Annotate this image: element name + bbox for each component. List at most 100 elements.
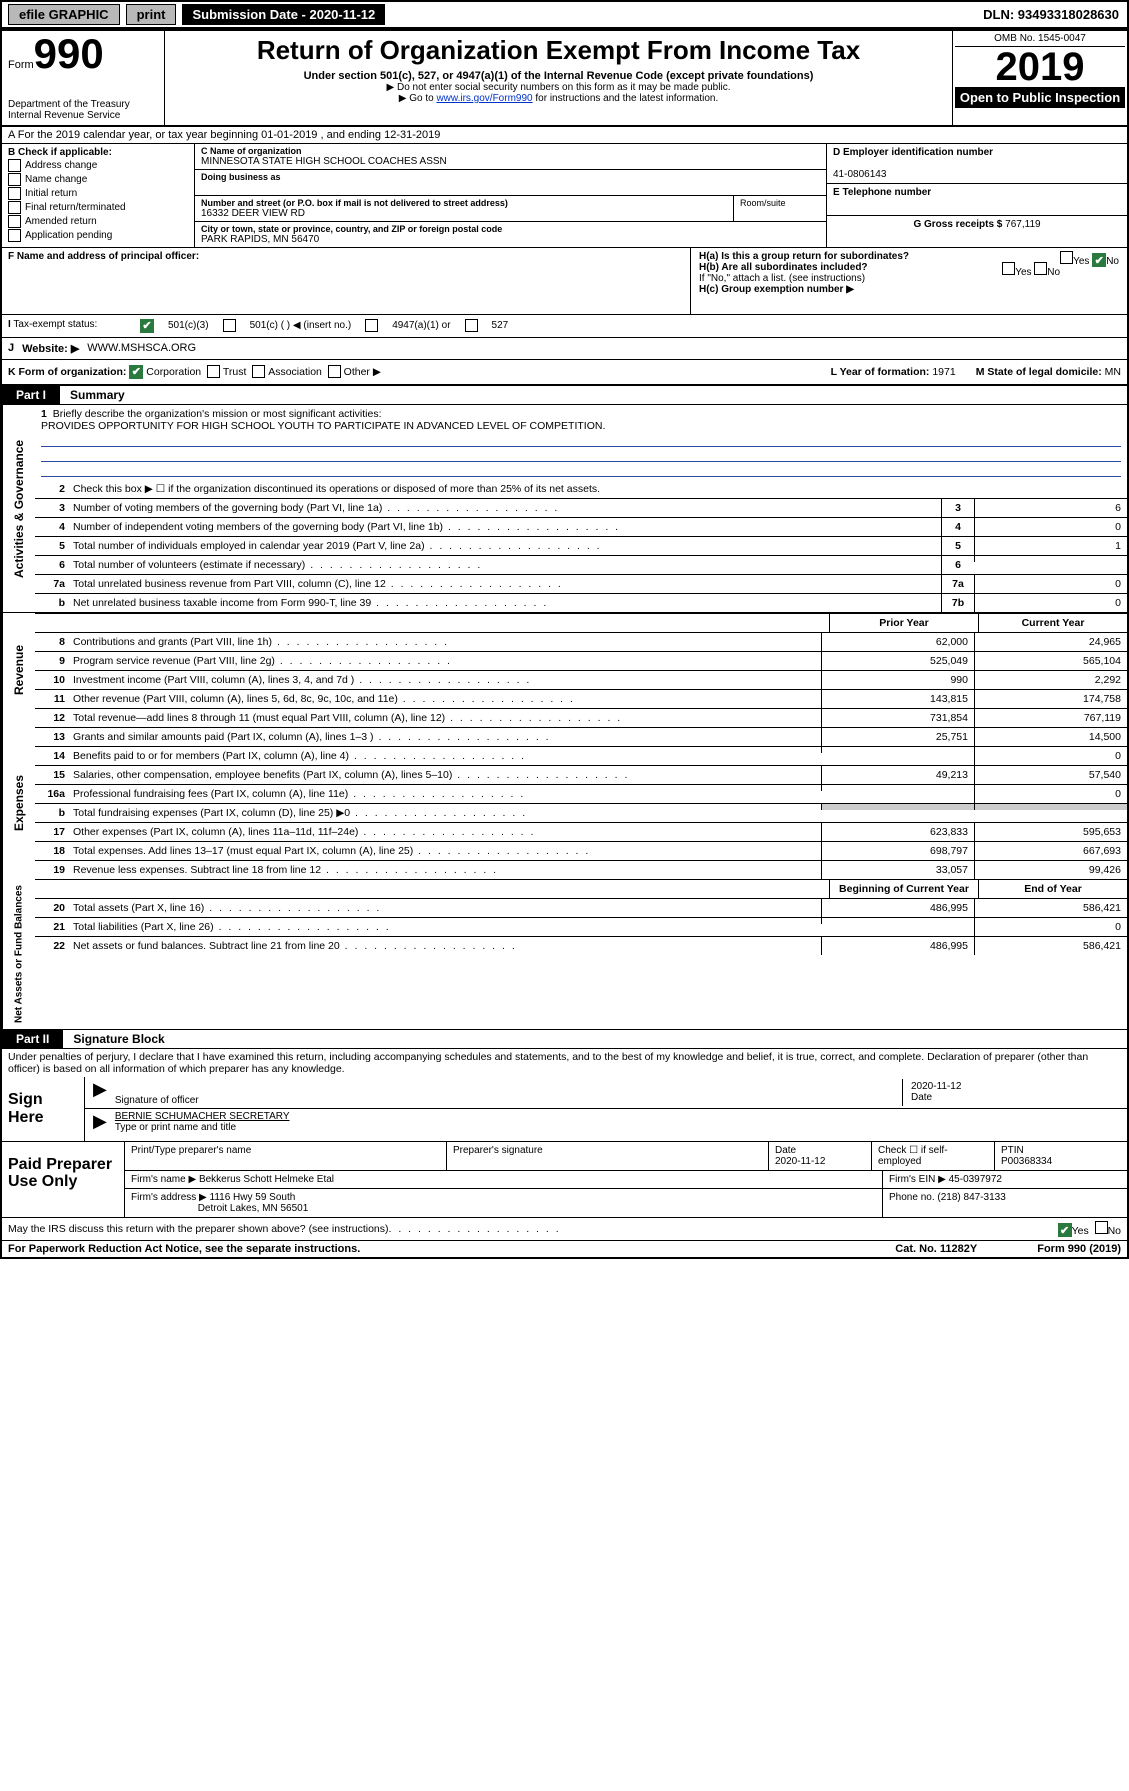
ptin: P00368334 — [1001, 1156, 1052, 1167]
hb-no[interactable] — [1034, 262, 1047, 275]
part-ii-bar: Part II — [2, 1030, 63, 1048]
col-prior-year: Prior Year — [829, 614, 978, 632]
part-i-title: Summary — [60, 388, 125, 402]
sidetab-revenue: Revenue — [2, 613, 35, 727]
sidetab-expenses: Expenses — [2, 727, 35, 879]
table-row: 11Other revenue (Part VIII, column (A), … — [35, 689, 1127, 708]
chk-pending[interactable] — [8, 229, 21, 242]
ha-no[interactable]: ✔ — [1092, 253, 1106, 267]
table-row: 4Number of independent voting members of… — [35, 517, 1127, 536]
ssn-note: ▶ Do not enter social security numbers o… — [171, 82, 946, 93]
table-row: 19Revenue less expenses. Subtract line 1… — [35, 860, 1127, 879]
submission-date: Submission Date - 2020-11-12 — [182, 4, 385, 25]
col-eoy: End of Year — [978, 880, 1127, 898]
part-ii-title: Signature Block — [63, 1032, 164, 1046]
paperwork-notice: For Paperwork Reduction Act Notice, see … — [8, 1243, 360, 1255]
tax-year: 2019 — [955, 47, 1125, 87]
table-row: bNet unrelated business taxable income f… — [35, 593, 1127, 612]
table-row: 8Contributions and grants (Part VIII, li… — [35, 632, 1127, 651]
chk-other[interactable] — [328, 365, 341, 378]
efile-button[interactable]: efile GRAPHIC — [8, 4, 120, 25]
part-i-bar: Part I — [2, 386, 60, 404]
sidetab-netassets: Net Assets or Fund Balances — [2, 879, 35, 1029]
org-name: MINNESOTA STATE HIGH SCHOOL COACHES ASSN — [201, 156, 447, 167]
discuss-yes[interactable]: ✔ — [1058, 1223, 1072, 1237]
table-row: 13Grants and similar amounts paid (Part … — [35, 727, 1127, 746]
officer-name: BERNIE SCHUMACHER SECRETARY — [115, 1111, 290, 1122]
firm-addr2: Detroit Lakes, MN 56501 — [198, 1203, 309, 1214]
table-row: 15Salaries, other compensation, employee… — [35, 765, 1127, 784]
table-row: 22Net assets or fund balances. Subtract … — [35, 936, 1127, 955]
sign-date: 2020-11-12 — [911, 1081, 961, 1092]
gross-receipts: 767,119 — [1005, 219, 1040, 230]
chk-initial-return[interactable] — [8, 187, 21, 200]
goto-note: ▶ Go to www.irs.gov/Form990 for instruct… — [171, 93, 946, 104]
dln: DLN: 93493318028630 — [975, 4, 1127, 25]
form-title: Return of Organization Exempt From Incom… — [171, 35, 946, 66]
table-row: 5Total number of individuals employed in… — [35, 536, 1127, 555]
firm-name: Bekkerus Schott Helmeke Etal — [199, 1174, 334, 1185]
sidetab-governance: Activities & Governance — [2, 405, 35, 612]
arrow-icon: ▶ — [93, 1111, 115, 1133]
state-domicile: MN — [1105, 366, 1121, 378]
col-current-year: Current Year — [978, 614, 1127, 632]
chk-address-change[interactable] — [8, 159, 21, 172]
chk-501c[interactable] — [223, 319, 236, 332]
discuss-no[interactable] — [1095, 1221, 1108, 1234]
perjury-statement: Under penalties of perjury, I declare th… — [2, 1049, 1127, 1077]
form-subtitle: Under section 501(c), 527, or 4947(a)(1)… — [171, 70, 946, 82]
cat-no: Cat. No. 11282Y — [895, 1243, 977, 1255]
sign-here-label: Sign Here — [2, 1077, 85, 1141]
table-row: 21Total liabilities (Part X, line 26)0 — [35, 917, 1127, 936]
dept-treasury: Department of the Treasury — [8, 99, 158, 110]
table-row: 14Benefits paid to or for members (Part … — [35, 746, 1127, 765]
firm-addr1: 1116 Hwy 59 South — [210, 1192, 296, 1203]
col-f-label: F Name and address of principal officer: — [8, 251, 199, 262]
arrow-icon: ▶ — [93, 1079, 115, 1106]
form-footer: Form 990 (2019) — [1037, 1243, 1121, 1255]
table-row: bTotal fundraising expenses (Part IX, co… — [35, 803, 1127, 822]
table-row: 3Number of voting members of the governi… — [35, 498, 1127, 517]
print-button[interactable]: print — [126, 4, 177, 25]
table-row: 10Investment income (Part VIII, column (… — [35, 670, 1127, 689]
firm-phone: (218) 847-3133 — [937, 1192, 1005, 1203]
paid-preparer-label: Paid Preparer Use Only — [2, 1142, 125, 1217]
irs-label: Internal Revenue Service — [8, 110, 158, 121]
chk-4947[interactable] — [365, 319, 378, 332]
line-a: A For the 2019 calendar year, or tax yea… — [2, 127, 1127, 144]
table-row: 12Total revenue—add lines 8 through 11 (… — [35, 708, 1127, 727]
top-bar: efile GRAPHIC print Submission Date - 20… — [0, 0, 1129, 29]
open-to-public: Open to Public Inspection — [955, 87, 1125, 108]
room-suite-label: Room/suite — [734, 196, 826, 221]
street-address: 16332 DEER VIEW RD — [201, 208, 305, 219]
dba — [201, 182, 204, 193]
prep-date: 2020-11-12 — [775, 1156, 825, 1167]
chk-corp[interactable]: ✔ — [129, 365, 143, 379]
ha-yes[interactable] — [1060, 251, 1073, 264]
table-row: 7aTotal unrelated business revenue from … — [35, 574, 1127, 593]
col-b-label: B Check if applicable: — [8, 147, 112, 158]
table-row: 9Program service revenue (Part VIII, lin… — [35, 651, 1127, 670]
table-row: 20Total assets (Part X, line 16)486,9955… — [35, 898, 1127, 917]
table-row: 6Total number of volunteers (estimate if… — [35, 555, 1127, 574]
chk-name-change[interactable] — [8, 173, 21, 186]
website: WWW.MSHSCA.ORG — [87, 342, 196, 354]
firm-ein: 45-0397972 — [949, 1174, 1002, 1185]
hb-yes[interactable] — [1002, 262, 1015, 275]
form-number: 990 — [34, 35, 104, 73]
table-row: 17Other expenses (Part IX, column (A), l… — [35, 822, 1127, 841]
city-state-zip: PARK RAPIDS, MN 56470 — [201, 234, 319, 245]
mission-text: PROVIDES OPPORTUNITY FOR HIGH SCHOOL YOU… — [41, 420, 605, 432]
chk-amended[interactable] — [8, 215, 21, 228]
irs-link[interactable]: www.irs.gov/Form990 — [436, 93, 532, 104]
chk-assoc[interactable] — [252, 365, 265, 378]
chk-trust[interactable] — [207, 365, 220, 378]
table-row: 16aProfessional fundraising fees (Part I… — [35, 784, 1127, 803]
chk-501c3[interactable]: ✔ — [140, 319, 154, 333]
chk-final-return[interactable] — [8, 201, 21, 214]
table-row: 18Total expenses. Add lines 13–17 (must … — [35, 841, 1127, 860]
form-body: Form 990 Department of the Treasury Inte… — [0, 29, 1129, 1259]
year-formation: 1971 — [932, 366, 955, 378]
chk-527[interactable] — [465, 319, 478, 332]
ein: 41-0806143 — [833, 169, 886, 180]
